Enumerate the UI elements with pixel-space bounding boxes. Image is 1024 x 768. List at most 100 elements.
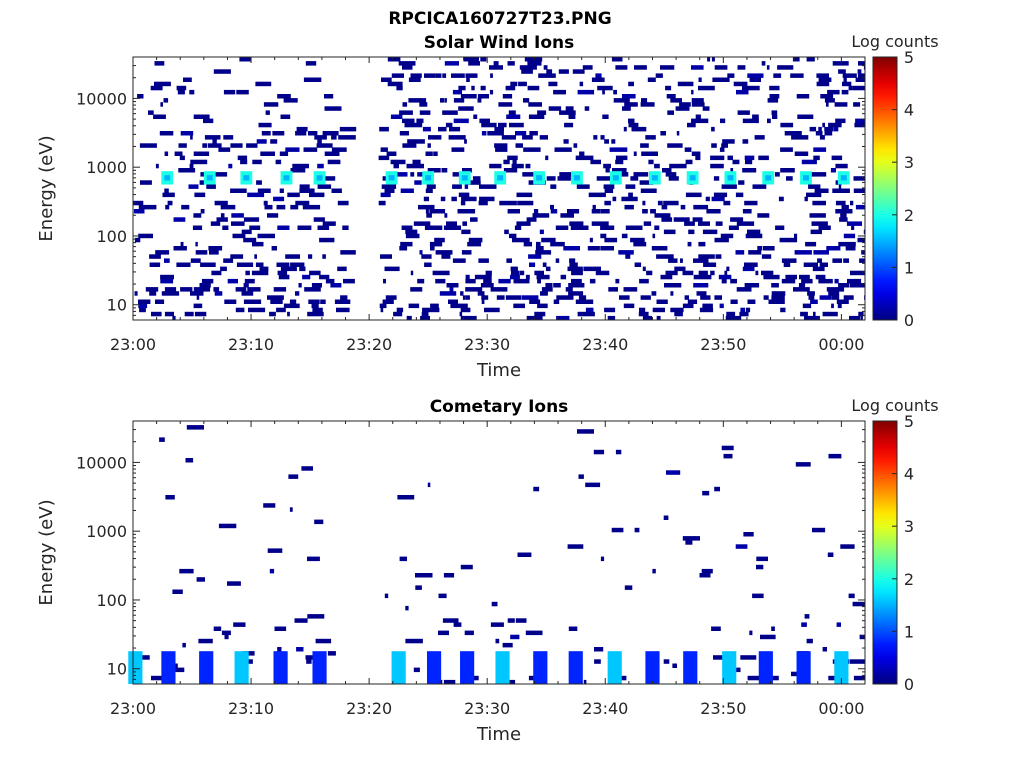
heatmap-cell (446, 283, 459, 288)
heatmap-cell (667, 110, 674, 115)
heatmap-cell (666, 470, 681, 475)
heatmap-cell (471, 85, 475, 91)
heatmap-cell (639, 180, 654, 185)
heatmap-cell (835, 163, 848, 169)
heatmap-cell (444, 61, 459, 66)
heatmap-cell (674, 311, 683, 317)
heatmap-cell (762, 246, 775, 251)
heatmap-cell (630, 237, 645, 243)
heatmap-cell (426, 184, 436, 189)
heatmap-cell (634, 65, 647, 70)
heatmap-cell (593, 135, 598, 140)
heatmap-cell (515, 143, 523, 148)
heatmap-cell (515, 618, 527, 623)
heatmap-cell (247, 287, 261, 292)
heatmap-cell (513, 278, 530, 284)
heatmap-cell (831, 295, 840, 300)
heatmap-cell (529, 299, 541, 304)
panel-title: Solar Wind Ions (424, 33, 575, 53)
x-tick-label: 00:00 (818, 699, 864, 718)
heatmap-cell (652, 233, 656, 239)
heatmap-cell (399, 246, 408, 251)
heatmap-cell (419, 102, 428, 107)
heatmap-cell (612, 168, 627, 173)
heatmap-cell (428, 135, 442, 140)
heatmap-cell (539, 135, 548, 140)
heatmap-cell (812, 200, 826, 206)
heatmap-cell (571, 270, 583, 276)
panel-solar-wind-ions: Solar Wind Ions 23:00 23:10 23:20 23:30 23:40… (36, 32, 939, 381)
heatmap-cell (452, 184, 462, 189)
heatmap-cell (679, 102, 691, 107)
heatmap-cell (568, 651, 583, 684)
heatmap-cell (421, 311, 429, 317)
heatmap-cell (277, 647, 282, 652)
heatmap-cell (849, 283, 865, 288)
heatmap-cell (670, 98, 682, 103)
heatmap-cell (241, 291, 254, 296)
heatmap-cell (299, 266, 306, 272)
heatmap-cell (255, 262, 264, 267)
heatmap-cell (449, 287, 454, 292)
heatmap-cell (206, 184, 216, 189)
heatmap-cell (585, 482, 601, 488)
heatmap-cell (280, 266, 297, 272)
heatmap-cell (388, 175, 395, 181)
colorbar-tick-label: 0 (904, 675, 914, 694)
heatmap-cell (516, 192, 533, 198)
heatmap-cell (506, 114, 521, 119)
heatmap-cell (287, 192, 300, 198)
heatmap-cell (577, 89, 595, 95)
heatmap-cell (604, 237, 618, 243)
heatmap-cell (489, 65, 503, 70)
heatmap-cell (853, 102, 861, 107)
heatmap-cell (859, 258, 865, 263)
heatmap-cell (543, 65, 548, 70)
heatmap-cell (736, 287, 752, 292)
heatmap-cell (852, 85, 865, 91)
heatmap-cell (338, 135, 356, 140)
heatmap-cell (838, 184, 842, 189)
heatmap-cell (596, 176, 615, 181)
heatmap-cell (578, 295, 587, 300)
heatmap-cell (165, 495, 175, 500)
heatmap-cell (434, 237, 445, 243)
heatmap-cell (401, 225, 413, 230)
heatmap-cell (477, 94, 489, 99)
heatmap-cell (400, 188, 414, 193)
heatmap-cell (457, 209, 476, 214)
y-tick-label: 10 (107, 660, 127, 679)
heatmap-cell (728, 225, 739, 230)
heatmap-cell (295, 200, 310, 206)
heatmap-cell (600, 209, 610, 214)
heatmap-cell (525, 163, 531, 169)
heatmap-cell (624, 204, 634, 210)
heatmap-cell (400, 241, 413, 247)
heatmap-cell (331, 135, 337, 140)
heatmap-cell (296, 126, 308, 132)
heatmap-cell (451, 196, 457, 202)
heatmap-cell (696, 291, 707, 296)
heatmap-cell (736, 221, 755, 226)
heatmap-cell (494, 126, 504, 132)
heatmap-cell (836, 622, 841, 627)
heatmap-cell (826, 287, 845, 292)
heatmap-cell (498, 102, 513, 107)
heatmap-cell (852, 601, 865, 607)
heatmap-cell (248, 307, 266, 313)
heatmap-cell (597, 85, 613, 91)
heatmap-cell (460, 94, 477, 99)
heatmap-cell (424, 262, 432, 267)
heatmap-cell (577, 311, 595, 317)
heatmap-cell (427, 143, 431, 148)
heatmap-cell (444, 213, 448, 218)
heatmap-cell (295, 131, 307, 136)
heatmap-cell (813, 155, 820, 161)
heatmap-cell (406, 315, 412, 321)
heatmap-cell (766, 65, 770, 70)
heatmap-cell (857, 73, 865, 78)
heatmap-cell (507, 155, 518, 161)
heatmap-cell (213, 626, 222, 631)
heatmap-cell (656, 299, 668, 304)
